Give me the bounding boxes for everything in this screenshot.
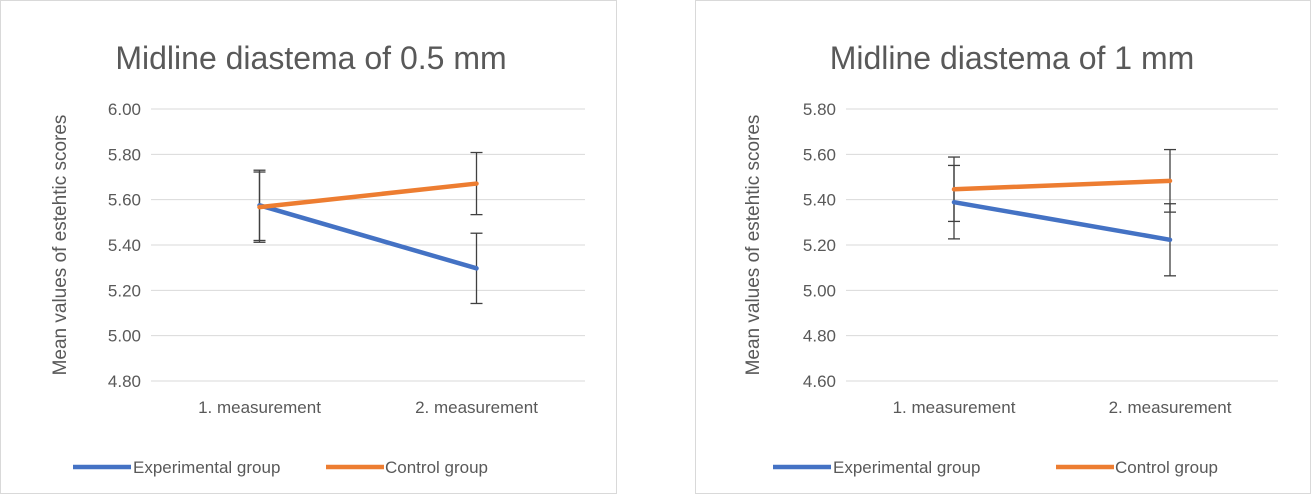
chart-title: Midline diastema of 0.5 mm: [115, 40, 506, 76]
x-tick-label: 2. measurement: [1109, 398, 1232, 417]
x-tick-label: 1. measurement: [893, 398, 1016, 417]
legend-label: Experimental group: [833, 458, 980, 477]
chart-panel-midline-0.5mm: Midline diastema of 0.5 mm Mean values o…: [0, 0, 617, 494]
y-tick-label: 5.60: [108, 191, 141, 210]
y-tick-label: 5.00: [108, 327, 141, 346]
legend-label: Control group: [1115, 458, 1218, 477]
series-line-control: [951, 178, 1173, 192]
y-axis-title: Mean values of estehtic scores: [743, 115, 764, 376]
series-line-control: [257, 181, 479, 210]
chart-svg: Midline diastema of 1 mm Mean values of …: [743, 40, 1278, 477]
x-tick-label: 2. measurement: [415, 398, 538, 417]
y-tick-label: 5.20: [108, 281, 141, 300]
series-line-experimental: [257, 203, 479, 271]
x-tick-label: 1. measurement: [198, 398, 321, 417]
y-tick-label: 4.60: [803, 372, 836, 391]
y-tick-label: 6.00: [108, 100, 141, 119]
y-tick-label: 5.20: [803, 236, 836, 255]
chart-title: Midline diastema of 1 mm: [830, 40, 1195, 76]
y-tick-label: 5.40: [108, 236, 141, 255]
legend-label: Experimental group: [133, 458, 280, 477]
y-tick-label: 5.40: [803, 191, 836, 210]
y-tick-label: 5.80: [108, 145, 141, 164]
chart-panel-midline-1mm: Midline diastema of 1 mm Mean values of …: [695, 0, 1311, 494]
chart-svg: Midline diastema of 0.5 mm Mean values o…: [50, 40, 585, 477]
y-tick-label: 5.00: [803, 281, 836, 300]
y-tick-label: 5.80: [803, 100, 836, 119]
y-tick-label: 4.80: [108, 372, 141, 391]
y-tick-label: 4.80: [803, 327, 836, 346]
legend-label: Control group: [385, 458, 488, 477]
y-axis-title: Mean values of estehtic scores: [50, 115, 71, 376]
y-tick-label: 5.60: [803, 145, 836, 164]
series-line-experimental: [951, 199, 1173, 243]
